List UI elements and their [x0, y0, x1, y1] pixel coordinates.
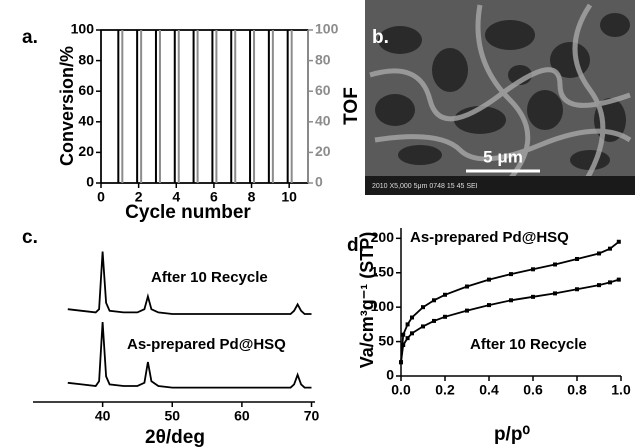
- x-tick-label: 0.6: [523, 382, 543, 398]
- y-tick-label: 60: [78, 82, 94, 98]
- x-tick-label: 60: [234, 408, 250, 424]
- x-tick-label: 10: [281, 189, 297, 205]
- y-tick-label: 20: [78, 143, 94, 159]
- marker: [608, 280, 612, 284]
- x-tick-label: 40: [95, 408, 111, 424]
- marker: [597, 283, 601, 287]
- y2-tick-label: 40: [315, 113, 331, 129]
- marker: [410, 331, 414, 335]
- y-tick-label: 40: [78, 113, 94, 129]
- x-axis-title: p/p⁰: [494, 424, 530, 445]
- y-tick-label: 80: [78, 51, 94, 67]
- panel-label: c.: [22, 227, 38, 248]
- x-tick-label: 70: [304, 408, 320, 424]
- marker: [608, 247, 612, 251]
- bar: [291, 30, 293, 183]
- marker: [487, 278, 491, 282]
- series-annotation: After 10 Recycle: [151, 269, 268, 286]
- y2-tick-label: 100: [315, 21, 339, 37]
- bar: [117, 30, 119, 183]
- x-tick-label: 0.8: [567, 382, 587, 398]
- marker: [553, 291, 557, 295]
- marker: [617, 278, 621, 282]
- x-tick-label: 1.0: [611, 382, 631, 398]
- marker: [443, 293, 447, 297]
- x-tick-label: 0.4: [479, 382, 499, 398]
- marker: [401, 343, 405, 347]
- bar: [136, 30, 138, 183]
- bar: [287, 30, 289, 183]
- marker: [531, 295, 535, 299]
- bar: [174, 30, 176, 183]
- bar: [234, 30, 236, 183]
- bar: [178, 30, 180, 183]
- marker: [399, 360, 403, 364]
- marker: [406, 336, 410, 340]
- plot-frame: [101, 30, 308, 183]
- marker: [597, 251, 601, 255]
- y-tick-label: 50: [378, 332, 394, 348]
- y-tick-label: 0: [386, 367, 394, 383]
- bar: [215, 30, 217, 183]
- bar: [272, 30, 274, 183]
- x-tick-label: 0: [97, 189, 105, 205]
- marker: [553, 262, 557, 266]
- series-annotation: As-prepared Pd@HSQ: [127, 336, 286, 353]
- panel-label: d.: [347, 235, 364, 256]
- marker: [401, 333, 405, 337]
- bar: [140, 30, 142, 183]
- marker: [509, 272, 513, 276]
- marker: [432, 298, 436, 302]
- marker: [421, 324, 425, 328]
- marker: [575, 257, 579, 261]
- bar: [211, 30, 213, 183]
- x-tick-label: 0.2: [435, 382, 455, 398]
- y2-tick-label: 20: [315, 143, 331, 159]
- bar: [253, 30, 255, 183]
- panel-label: a.: [22, 27, 38, 48]
- marker: [406, 322, 410, 326]
- y-axis-title: Conversion/%: [57, 46, 77, 166]
- image-caption: 2010 X5,000 5μm 0748 15 45 SEI: [372, 183, 478, 190]
- marker: [617, 240, 621, 244]
- x-tick-label: 50: [164, 408, 180, 424]
- bar: [155, 30, 157, 183]
- marker: [410, 315, 414, 319]
- bar: [121, 30, 123, 183]
- bar: [197, 30, 199, 183]
- y2-tick-label: 80: [315, 51, 331, 67]
- bar: [249, 30, 251, 183]
- x-axis-title: 2θ/deg: [145, 427, 205, 448]
- y2-axis-title: TOF: [341, 87, 362, 125]
- marker: [487, 303, 491, 307]
- bar: [159, 30, 161, 183]
- y2-tick-label: 60: [315, 82, 331, 98]
- scale-label: 5 μm: [483, 147, 523, 166]
- y-tick-label: 0: [86, 174, 94, 190]
- marker: [509, 298, 513, 302]
- marker: [575, 287, 579, 291]
- y2-tick-label: 0: [315, 174, 323, 190]
- x-tick-label: 0.0: [391, 382, 411, 398]
- series-annotation: As-prepared Pd@HSQ: [410, 229, 569, 246]
- bar: [230, 30, 232, 183]
- y-tick-label: 100: [71, 21, 95, 37]
- marker: [432, 319, 436, 323]
- figure: 0246810Cycle number020406080100Conversio…: [0, 0, 635, 448]
- marker: [443, 315, 447, 319]
- marker: [465, 309, 469, 313]
- bar: [193, 30, 195, 183]
- panel-label: b.: [372, 27, 389, 48]
- x-axis-title: Cycle number: [125, 202, 251, 223]
- series-line: [68, 322, 312, 388]
- series-annotation: After 10 Recycle: [470, 336, 587, 353]
- bar: [268, 30, 270, 183]
- marker: [421, 305, 425, 309]
- marker: [465, 285, 469, 289]
- marker: [531, 267, 535, 271]
